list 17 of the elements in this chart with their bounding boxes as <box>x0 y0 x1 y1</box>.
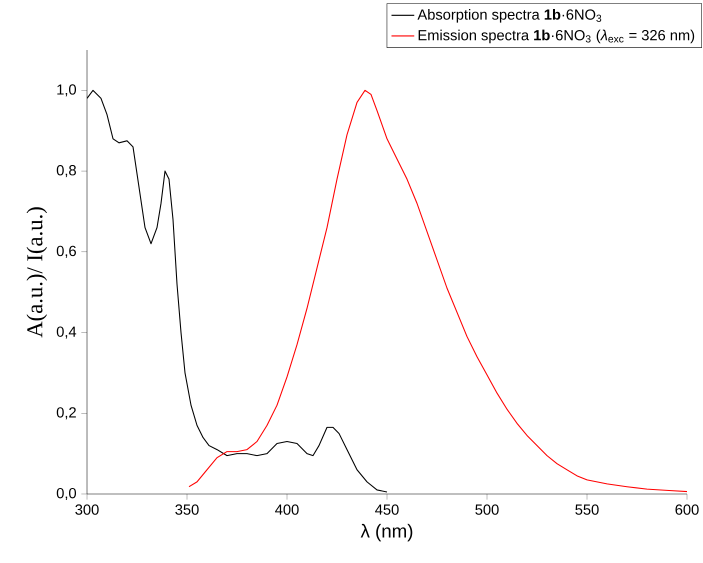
y-tick-label: 0,2 <box>56 407 76 420</box>
x-tick-label: 300 <box>75 504 99 515</box>
x-tick-label: 500 <box>475 504 499 515</box>
x-tick-label: 400 <box>275 504 299 515</box>
y-tick-label: 0,0 <box>56 488 76 500</box>
y-tick-label: 0,8 <box>56 165 76 178</box>
y-tick-label: 0,4 <box>56 326 76 339</box>
x-tick-label: 450 <box>375 504 399 515</box>
legend-label: Emission spectra 1b·6NO$_{3}$ (λ$_{exc}$ = 326 nm) <box>418 30 694 44</box>
y-tick-label: 1,0 <box>57 84 76 96</box>
legend-label: Absorption spectra 1b·6NO$_{3}$ <box>417 8 602 23</box>
x-axis-title: λ (nm) <box>360 524 412 542</box>
x-tick-label: 350 <box>175 504 199 515</box>
y-tick-label: 0,6 <box>56 246 76 258</box>
x-tick-label: 600 <box>676 504 699 515</box>
y-axis-title: A(a.u.)/ I(a.u.) <box>26 207 48 338</box>
x-tick-label: 550 <box>575 504 599 515</box>
